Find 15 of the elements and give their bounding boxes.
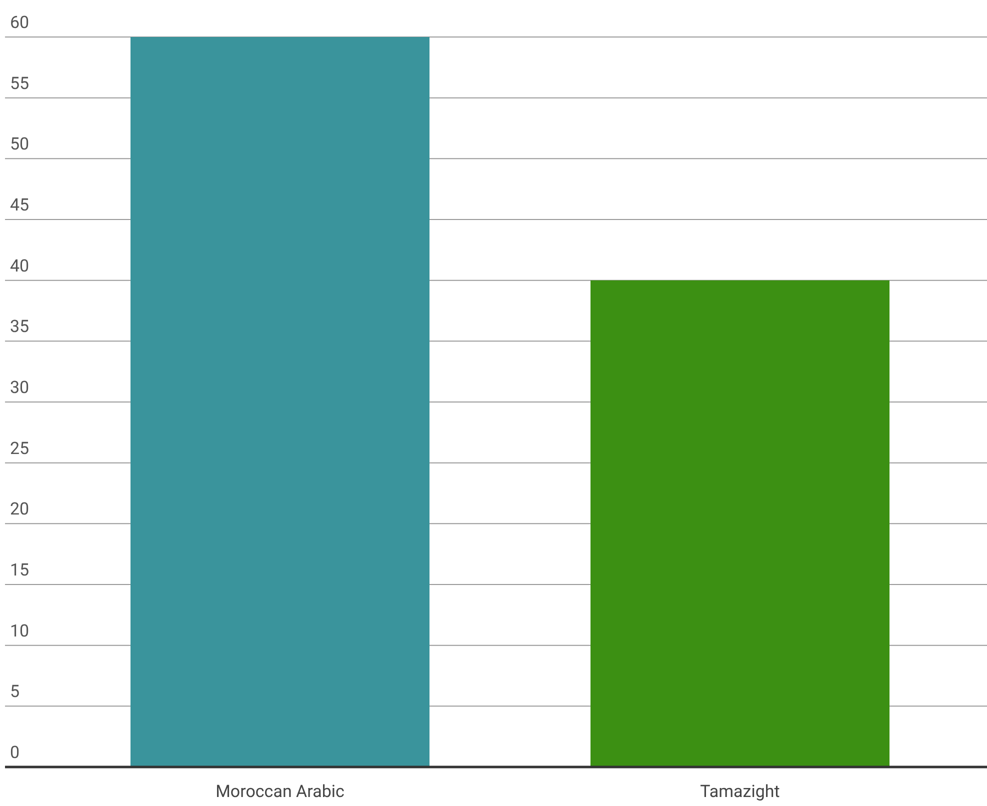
y-tick-label: 20 (10, 500, 30, 520)
y-tick-label: 25 (10, 438, 30, 459)
y-tick-label: 60 (10, 13, 30, 33)
y-tick-label: 45 (10, 196, 30, 216)
y-tick-label: 5 (10, 682, 20, 702)
y-tick-label: 0 (10, 743, 20, 763)
y-tick-label: 40 (10, 256, 30, 276)
y-tick-label: 50 (10, 134, 30, 155)
x-tick-label: Tamazight (700, 782, 780, 802)
y-tick-label: 35 (10, 317, 30, 338)
y-tick-label: 15 (10, 560, 30, 580)
x-tick-label: Moroccan Arabic (216, 782, 345, 802)
y-tick-label: 55 (10, 74, 30, 94)
y-tick-label: 30 (10, 378, 30, 398)
y-tick-label: 10 (10, 621, 30, 642)
